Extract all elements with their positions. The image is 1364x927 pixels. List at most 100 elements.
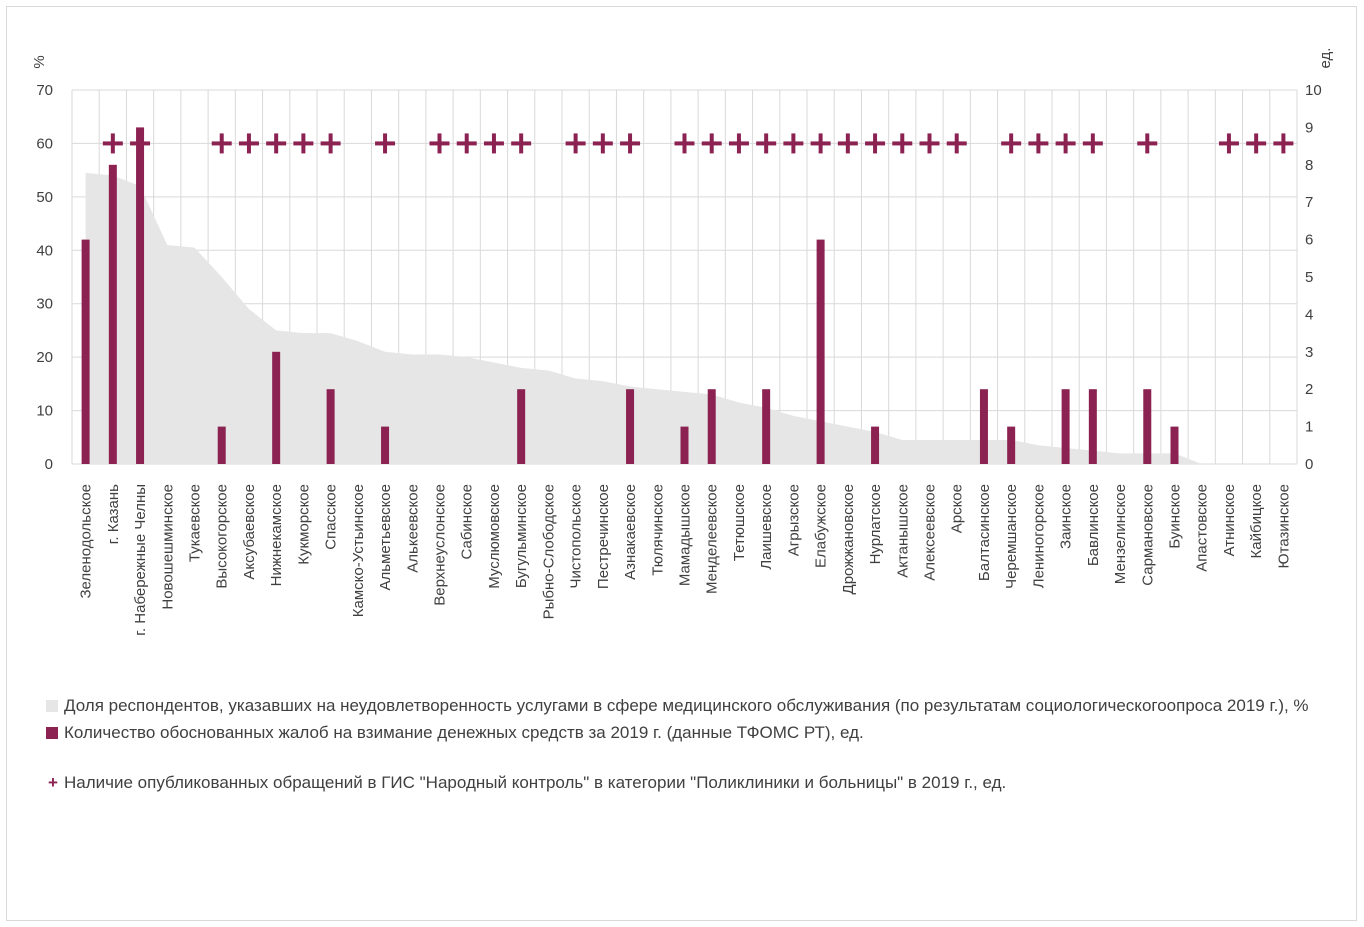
plus-marker [511, 133, 532, 154]
category-label: Елабужское [813, 484, 830, 568]
category-label: Сабинское [459, 484, 476, 560]
bar [1170, 426, 1179, 464]
category-label: Мамадышское [677, 484, 694, 586]
plus-marker [130, 133, 151, 154]
category-label: г. Набережные Челны [132, 484, 149, 636]
legend-item-markers: + Наличие опубликованных обращений в ГИС … [46, 770, 1316, 795]
plus-marker [756, 133, 777, 154]
plus-marker [1273, 133, 1294, 154]
category-label: Агрызское [785, 484, 802, 556]
category-label: Бавлинское [1085, 484, 1102, 566]
right-tick-label: 1 [1305, 419, 1313, 436]
area-shape [85, 172, 1284, 465]
legend-plus-icon: + [48, 773, 58, 792]
bar [707, 389, 716, 464]
category-label: Аксубаевское [241, 484, 258, 580]
plus-marker [1218, 133, 1239, 154]
plus-marker-vbar [274, 133, 279, 154]
legend-label-bars: Количество обоснованных жалоб на взимани… [64, 723, 864, 742]
category-label: Атнинское [1221, 484, 1238, 556]
right-axis-ticks: 0 1 2 3 4 5 6 7 8 9 10 [1305, 82, 1322, 473]
plus-marker [565, 133, 586, 154]
plus-marker-vbar [682, 133, 687, 154]
legend-label-area: Доля респондентов, указавших на неудовле… [64, 696, 1309, 715]
category-label: Алькеевское [404, 484, 421, 573]
category-label: Буинское [1167, 484, 1184, 549]
plus-marker [592, 133, 613, 154]
category-label: Апастовское [1194, 484, 1211, 572]
category-label: Альметьевское [377, 484, 394, 590]
left-axis-ticks: 0 10 20 30 40 50 60 70 [36, 82, 53, 473]
left-tick-label: 70 [36, 82, 53, 99]
plus-marker-vbar [1036, 133, 1041, 154]
plus-marker [919, 133, 940, 154]
category-label: Лениногорское [1030, 484, 1047, 588]
category-label: Тюлячинское [649, 484, 666, 576]
bar [762, 389, 771, 464]
plus-marker [320, 133, 341, 154]
plus-marker-vbar [900, 133, 905, 154]
left-tick-label: 30 [36, 296, 53, 313]
plus-marker-vbar [110, 133, 115, 154]
x-axis-labels: Зеленодольское г. Казань г. Набережные Чел… [78, 484, 1293, 636]
plus-marker-vbar [246, 133, 251, 154]
category-label: Черемшанское [1003, 484, 1020, 589]
plus-marker-vbar [1254, 133, 1259, 154]
bar [871, 426, 880, 464]
left-tick-label: 20 [36, 349, 53, 366]
category-label: Кайбицкое [1248, 484, 1265, 558]
plus-marker-vbar [138, 133, 143, 154]
bar [81, 239, 90, 464]
right-tick-label: 4 [1305, 306, 1313, 323]
category-label: Новошешминское [159, 484, 176, 610]
plus-marker-vbar [845, 133, 850, 154]
category-label: Азнакаевское [622, 484, 639, 580]
plus-marker-vbar [1145, 133, 1150, 154]
left-tick-label: 40 [36, 242, 53, 259]
plus-marker-vbar [954, 133, 959, 154]
plus-marker [1028, 133, 1049, 154]
bar [517, 389, 526, 464]
legend-label-markers: Наличие опубликованных обращений в ГИС "… [64, 773, 1007, 792]
plus-marker-vbar [491, 133, 496, 154]
plus-marker-vbar [437, 133, 442, 154]
plus-marker [701, 133, 722, 154]
category-label: Муслюмовское [486, 484, 503, 589]
bar-series [81, 127, 1179, 465]
plus-marker-vbar [818, 133, 823, 154]
chart: 0 10 20 30 40 50 60 70 0 1 2 3 4 5 6 7 8 9 10 Зеленодольс… [31, 48, 1334, 636]
plus-marker-vbar [1226, 133, 1231, 154]
left-tick-label: 10 [36, 403, 53, 420]
right-tick-label: 6 [1305, 232, 1313, 249]
plus-marker [946, 133, 967, 154]
plus-marker [102, 133, 123, 154]
category-label: Арское [949, 484, 966, 533]
plus-marker-vbar [927, 133, 932, 154]
plus-marker [456, 133, 477, 154]
plus-marker [429, 133, 450, 154]
plus-marker-vbar [1090, 133, 1095, 154]
plus-marker [783, 133, 804, 154]
category-label: Мензелинское [1112, 484, 1129, 584]
bar [272, 351, 281, 464]
plus-marker [1082, 133, 1103, 154]
right-tick-label: 2 [1305, 381, 1313, 398]
right-tick-label: 10 [1305, 82, 1322, 99]
category-label: Тукаевское [187, 484, 204, 562]
category-label: Актанышское [894, 484, 911, 578]
category-label: Пестречинское [595, 484, 612, 589]
plus-marker-vbar [219, 133, 224, 154]
marker-series [102, 133, 1294, 154]
plus-marker [728, 133, 749, 154]
bar [680, 426, 689, 464]
area-series [85, 172, 1284, 465]
plus-marker [1001, 133, 1022, 154]
category-label: Спасское [323, 484, 340, 550]
plus-marker-vbar [873, 133, 878, 154]
plus-marker [674, 133, 695, 154]
plus-marker [293, 133, 314, 154]
right-tick-label: 7 [1305, 194, 1313, 211]
plus-marker-vbar [383, 133, 388, 154]
plus-marker-vbar [628, 133, 633, 154]
category-label: Верхнеуслонское [432, 484, 449, 606]
